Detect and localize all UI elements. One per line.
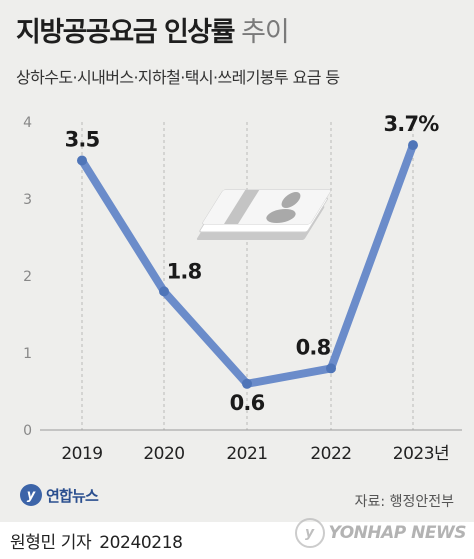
line-chart: 0 1 2 3 4 2019 2020 2021 2022 2023년 3.5 1.8 0.6 0.8…: [23, 112, 462, 464]
banknote-icon: [196, 189, 331, 240]
x-axis-ticks: 2019 2020 2021 2022 2023년: [61, 444, 449, 464]
footer-bar: [0, 522, 474, 559]
chart-subtitle: 상하수도·시내버스·지하철·택시·쓰레기봉투 요금 등: [16, 68, 340, 87]
x-tick-label-0: 2019: [61, 444, 102, 464]
data-point-3: [326, 363, 336, 374]
y-tick-label-1: 1: [23, 346, 32, 362]
data-point-0: [77, 155, 87, 166]
data-label-0: 3.5: [65, 128, 100, 152]
data-point-2: [242, 378, 252, 389]
title-block: 지방공공요금 인상률 추이: [16, 10, 290, 49]
logo-text: 연합뉴스: [46, 486, 99, 505]
series-line-path: [78, 141, 417, 388]
series-line: [78, 141, 417, 388]
series-points: [77, 140, 418, 389]
x-tick-label-4: 2023년: [393, 444, 449, 464]
chart-title-suffix: 추이: [241, 17, 290, 48]
y-tick-label-2: 2: [23, 269, 32, 285]
yonhap-logo: y 연합뉴스: [20, 484, 99, 506]
yonhap-logo-mark: y: [20, 484, 42, 506]
data-label-4: 3.7%: [383, 112, 439, 136]
x-tick-label-2: 2021: [226, 444, 267, 464]
data-labels: 3.5 1.8 0.6 0.8 3.7%: [65, 112, 440, 415]
chart-title: 지방공공요금 인상률: [16, 17, 235, 48]
watermark-text: YONHAP NEWS: [328, 523, 467, 543]
x-tick-label-3: 2022: [310, 444, 351, 464]
data-label-1: 1.8: [167, 259, 202, 283]
y-tick-label-0: 0: [23, 423, 32, 439]
byline: 원형민 기자 20240218: [10, 528, 183, 553]
watermark-logo-icon: y: [294, 518, 325, 548]
data-label-3: 0.8: [296, 335, 331, 359]
y-tick-label-4: 4: [23, 115, 32, 131]
yonhap-watermark: y YONHAP NEWS: [294, 518, 467, 548]
reporter-name: 원형민 기자: [10, 533, 92, 553]
data-point-1: [159, 286, 169, 297]
data-point-4: [408, 140, 418, 151]
y-tick-label-3: 3: [23, 192, 32, 208]
data-label-2: 0.6: [230, 391, 265, 415]
source-note: 자료: 행정안전부: [354, 494, 454, 510]
y-axis-ticks: 0 1 2 3 4: [23, 115, 32, 439]
infographic-card: [0, 0, 474, 522]
chart-grid: [40, 122, 462, 431]
x-tick-label-1: 2020: [143, 444, 184, 464]
publish-date: 20240218: [99, 533, 183, 553]
